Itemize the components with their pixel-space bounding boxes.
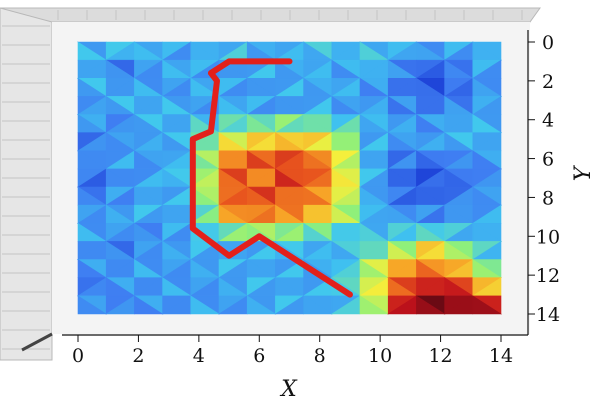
- y-tick-label: 6: [542, 149, 554, 171]
- heatmap-cell: [190, 295, 221, 315]
- x-tick-label: 2: [132, 345, 144, 367]
- heatmap-cell: [303, 295, 333, 315]
- x-tick-label: 4: [193, 345, 205, 367]
- heatmap-cell: [472, 295, 503, 315]
- x-tick-label: 0: [72, 345, 84, 367]
- axes: 0 2 4 6 8 10 12 14 0 2 4 6 8 10 12 14 X Y: [62, 30, 596, 402]
- x-tick-group: 0 2 4 6 8 10 12 14: [72, 335, 513, 367]
- frame-edge: [21, 332, 53, 352]
- y-tick-label: 4: [542, 110, 554, 132]
- path-line: [189, 58, 353, 298]
- y-tick-label: 10: [536, 226, 560, 248]
- frame-top-wall: [0, 7, 541, 23]
- x-tick-label: 14: [489, 345, 513, 367]
- x-tick-label: 12: [428, 345, 452, 367]
- heatmap-cell: [77, 295, 108, 315]
- frame-gridlines: [2, 10, 523, 350]
- y-tick-label: 14: [536, 304, 560, 326]
- x-tick-label: 10: [368, 345, 392, 367]
- heatmap-cells: [76, 41, 503, 315]
- heatmap-cell: [246, 295, 277, 315]
- y-axis-title: Y: [571, 164, 596, 181]
- x-axis-title: X: [279, 377, 298, 402]
- path-layer: [189, 58, 353, 298]
- x-tick-label: 8: [314, 345, 326, 367]
- heatmap-cell: [134, 295, 164, 315]
- frame-back-wall: [0, 7, 53, 361]
- y-tick-label: 12: [536, 265, 560, 287]
- y-tick-label: 8: [542, 187, 554, 209]
- y-tick-label: 0: [542, 32, 554, 54]
- y-tick-label: 2: [542, 71, 554, 93]
- x-tick-label: 6: [253, 345, 265, 367]
- heatmap-cell: [359, 295, 390, 315]
- heatmap-cell: [416, 295, 446, 315]
- y-tick-group: 0 2 4 6 8 10 12 14: [528, 32, 560, 326]
